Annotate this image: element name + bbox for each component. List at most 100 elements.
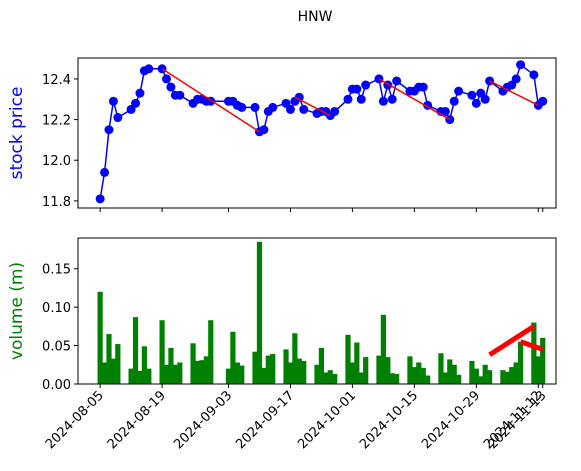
y-axis-label: stock price xyxy=(7,87,27,180)
volume-bar xyxy=(283,349,289,384)
volume-bar xyxy=(456,374,462,384)
price-marker xyxy=(299,104,309,114)
price-marker xyxy=(467,90,477,100)
price-marker xyxy=(95,194,105,204)
price-marker xyxy=(259,125,269,135)
price-marker xyxy=(516,60,526,70)
volume-bar xyxy=(447,359,453,384)
price-marker xyxy=(454,86,464,96)
volume-bar xyxy=(101,362,108,384)
volume-bar xyxy=(172,364,178,384)
volume-bar xyxy=(425,375,431,384)
volume-bar xyxy=(469,360,475,384)
volume-bar xyxy=(137,370,143,384)
volume-bar xyxy=(208,320,214,384)
volume-bar xyxy=(327,370,333,384)
volume-bar xyxy=(332,374,338,384)
price-marker xyxy=(135,88,145,98)
trend-line xyxy=(488,324,536,357)
price-marker xyxy=(529,70,539,80)
trend-line xyxy=(378,78,451,121)
price-marker xyxy=(449,96,459,106)
trend-line xyxy=(519,339,544,352)
x-tick-label: 2024-09-03 xyxy=(171,388,235,452)
volume-bar xyxy=(349,362,356,384)
x-tick-label: 2024-09-17 xyxy=(233,388,297,452)
price-marker xyxy=(480,94,490,104)
price-marker xyxy=(175,90,185,100)
volume-bar xyxy=(345,334,351,384)
volume-bar xyxy=(531,322,537,384)
price-marker xyxy=(511,74,521,84)
price-line xyxy=(99,63,544,199)
volume-bar xyxy=(296,358,302,384)
volume-bar xyxy=(407,356,413,384)
price-marker xyxy=(131,98,141,108)
volume-bar xyxy=(159,320,165,384)
volume-bar xyxy=(203,356,209,384)
y-tick-label: 12.4 xyxy=(42,73,71,88)
x-tick-label: 2024-10-01 xyxy=(295,388,359,452)
volume-bar xyxy=(389,373,395,384)
volume-bar xyxy=(314,364,320,384)
volume-bar xyxy=(509,367,515,384)
x-tick-label: 2024-08-19 xyxy=(105,388,169,452)
chart-title: HNW xyxy=(298,9,333,25)
axes-frame xyxy=(77,237,557,385)
volume-bar xyxy=(168,347,174,384)
y-tick-label: 12.2 xyxy=(42,114,71,129)
volume-bar xyxy=(473,368,479,384)
volume-bar xyxy=(115,344,121,384)
price-marker xyxy=(485,76,495,86)
volume-bar xyxy=(177,362,183,384)
volume-bar xyxy=(225,368,232,384)
volume-bar xyxy=(292,333,298,384)
volume-bar xyxy=(97,291,103,384)
price-marker xyxy=(250,102,260,112)
volume-bar xyxy=(141,346,147,384)
volume-bar xyxy=(482,364,488,384)
axes-frame xyxy=(77,57,557,209)
price-marker xyxy=(418,82,428,92)
price-marker xyxy=(100,167,110,177)
price-marker xyxy=(392,76,402,86)
y-tick-label: 0.05 xyxy=(42,340,71,355)
price-marker xyxy=(104,125,114,135)
price-marker xyxy=(268,102,278,112)
price-marker xyxy=(440,106,450,116)
volume-bar xyxy=(487,370,493,384)
volume-bar xyxy=(261,367,267,384)
y-tick-label: 0.00 xyxy=(42,378,71,393)
price-marker xyxy=(330,106,340,116)
volume-bar xyxy=(451,364,457,384)
volume-bar xyxy=(287,362,294,384)
y-tick-label: 0.15 xyxy=(42,263,71,278)
volume-bar xyxy=(318,347,325,384)
volume-bar xyxy=(517,341,524,384)
x-tick-label: 2024-08-05 xyxy=(43,388,107,452)
volume-bar xyxy=(380,314,386,384)
price-marker xyxy=(162,74,172,84)
price-marker xyxy=(166,82,176,92)
x-tick-label: 2024-10-29 xyxy=(419,388,483,452)
price-marker xyxy=(294,92,304,102)
price-marker xyxy=(343,94,353,104)
volume-bar xyxy=(394,374,400,384)
x-tick-label: 2024-10-15 xyxy=(357,388,421,452)
price-marker xyxy=(356,94,366,104)
volume-bar xyxy=(132,317,139,384)
volume-bar xyxy=(442,372,448,384)
price-marker xyxy=(108,96,118,106)
price-marker xyxy=(352,84,362,94)
y-tick-label: 12.0 xyxy=(42,154,71,169)
price-marker xyxy=(387,94,397,104)
volume-bar xyxy=(504,371,510,384)
y-tick-label: 11.8 xyxy=(42,195,71,210)
volume-bar xyxy=(270,354,276,384)
volume-bar xyxy=(190,343,196,384)
volume-bar xyxy=(163,364,170,384)
price-marker xyxy=(378,96,388,106)
y-tick-label: 0.10 xyxy=(42,301,71,316)
price-marker xyxy=(237,102,247,112)
